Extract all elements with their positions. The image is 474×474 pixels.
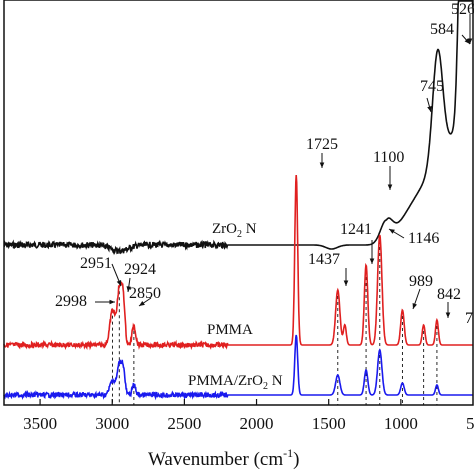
annotation-14: 7 [465, 310, 473, 327]
series-label-zro2: ZrO2 N [212, 221, 257, 240]
series-name-composite: PMMA/ZrO [188, 373, 263, 389]
annotation-arrowhead-0 [467, 38, 473, 44]
svg-text:Wavenumber (cm-1): Wavenumber (cm-1) [148, 446, 299, 470]
annotation-9: 2924 [124, 261, 156, 278]
annotation-arrowhead-6 [389, 229, 395, 234]
x-tick-label-3: 2000 [240, 414, 274, 433]
annotation-arrowhead-13 [445, 312, 451, 318]
annotation-2: 745 [420, 78, 444, 95]
annotation-5: 1241 [340, 221, 372, 238]
annotation-12: 989 [409, 273, 433, 290]
x-axis-label-sup: -1 [283, 446, 293, 460]
annotation-arrowhead-3 [319, 162, 325, 168]
series-tail-composite: N [268, 373, 283, 389]
annotation-0: 526 [451, 1, 474, 18]
x-ticks: 3500 3000 2500 2000 1500 1000 5 [23, 399, 474, 433]
series-label-composite: PMMA/ZrO2 N [188, 373, 283, 392]
annotation-arrowhead-1 [464, 38, 470, 44]
x-axis-label: Wavenumber (cm-1) [148, 446, 299, 470]
x-tick-label-edge: 5 [466, 414, 474, 433]
annotation-arrowhead-5 [369, 258, 375, 264]
plot-frame [3, 0, 474, 406]
series-line-0 [3, 0, 474, 256]
annotations: 526 584 745 1725 1100 1241 1146 1437 2951 2924 299… [55, 1, 474, 327]
annotation-arrowhead-10 [109, 299, 115, 305]
annotation-arrowhead-8 [116, 280, 122, 286]
annotation-arrowhead-7 [343, 280, 349, 286]
annotation-arrowhead-9 [126, 286, 132, 292]
x-axis-label-main: Wavenumber (cm [148, 449, 283, 470]
annotation-arrowhead-11 [139, 301, 145, 306]
annotation-arrowhead-12 [412, 303, 417, 309]
x-tick-label-1: 3000 [95, 414, 129, 433]
annotation-8: 2951 [80, 255, 112, 272]
series-line-1 [3, 174, 473, 351]
series-sub-zro2: 2 [237, 229, 242, 240]
series-tail-zro2: N [242, 221, 257, 237]
x-tick-label-0: 3500 [23, 414, 57, 433]
series-name-zro2: ZrO [212, 221, 237, 237]
series-sub-composite: 2 [263, 381, 268, 392]
dashed-markers [112, 235, 438, 405]
series-label-pmma: PMMA [207, 322, 253, 338]
annotation-3: 1725 [306, 136, 338, 153]
annotation-6: 1146 [408, 230, 439, 247]
annotation-1: 584 [430, 21, 454, 38]
svg-text:ZrO2 N: ZrO2 N [212, 221, 257, 240]
x-tick-label-4: 1500 [312, 414, 346, 433]
svg-text:PMMA/ZrO2 N: PMMA/ZrO2 N [188, 373, 283, 392]
annotation-4: 1100 [373, 149, 404, 166]
x-tick-label-5: 1000 [384, 414, 418, 433]
annotation-arrowhead-4 [387, 184, 393, 190]
series-layer [3, 0, 474, 401]
annotation-11: 2850 [129, 285, 161, 302]
series-line-2 [3, 334, 473, 401]
annotation-10: 2998 [55, 293, 87, 310]
annotation-7: 1437 [308, 251, 340, 268]
annotation-arrowhead-2 [427, 106, 432, 112]
x-axis-label-close: ) [293, 449, 299, 470]
annotation-13: 842 [437, 286, 461, 303]
x-tick-label-2: 2500 [167, 414, 201, 433]
